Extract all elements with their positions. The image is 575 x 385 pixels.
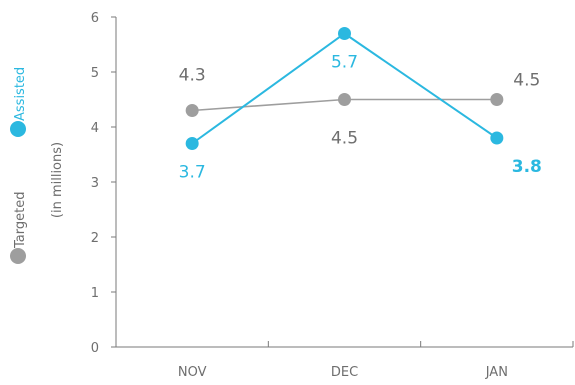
- y-tick-label: 2: [91, 231, 99, 246]
- data-point-assisted: [338, 27, 351, 40]
- y-tick-label: 0: [91, 341, 99, 356]
- legend-label-assisted: Assisted: [13, 67, 28, 121]
- data-label-assisted: 5.7: [331, 53, 358, 73]
- y-tick-label: 3: [91, 176, 99, 191]
- data-point-targeted: [185, 104, 199, 117]
- legend-marker-assisted: [10, 121, 26, 137]
- y-ticks: 0 1 2 3 4 5 6: [91, 11, 116, 356]
- x-tick-label: JAN: [485, 365, 508, 380]
- y-tick-label: 4: [91, 121, 99, 136]
- data-point-assisted: [185, 137, 199, 150]
- series-line-assisted: [191, 32, 498, 145]
- x-tick-label: DEC: [331, 365, 358, 380]
- legend-label-targeted: Targeted: [13, 192, 28, 249]
- data-point-assisted: [490, 131, 504, 145]
- data-label-targeted: 4.3: [179, 66, 206, 86]
- series-layer: 4.3 4.5 4.5 3.7 5.7 3.8: [179, 27, 542, 183]
- data-point-targeted: [338, 93, 351, 106]
- y-tick-label: 1: [91, 286, 99, 301]
- x-tick-label: NOV: [178, 365, 207, 380]
- legend-marker-targeted: [10, 248, 26, 264]
- data-point-targeted: [490, 93, 504, 106]
- legend: Targeted Assisted: [10, 67, 28, 264]
- data-label-assisted: 3.7: [179, 163, 206, 183]
- data-label-targeted: 4.5: [331, 129, 358, 149]
- y-tick-label: 5: [91, 66, 99, 81]
- x-ticks: NOV DEC JAN: [178, 341, 574, 380]
- data-label-targeted: 4.5: [513, 71, 540, 91]
- series-targeted: 4.3 4.5 4.5: [179, 66, 541, 149]
- series-assisted: 3.7 5.7 3.8: [179, 27, 542, 183]
- y-tick-label: 6: [91, 11, 99, 26]
- y-axis-title: (in millions): [50, 142, 65, 218]
- data-label-assisted: 3.8: [512, 157, 542, 177]
